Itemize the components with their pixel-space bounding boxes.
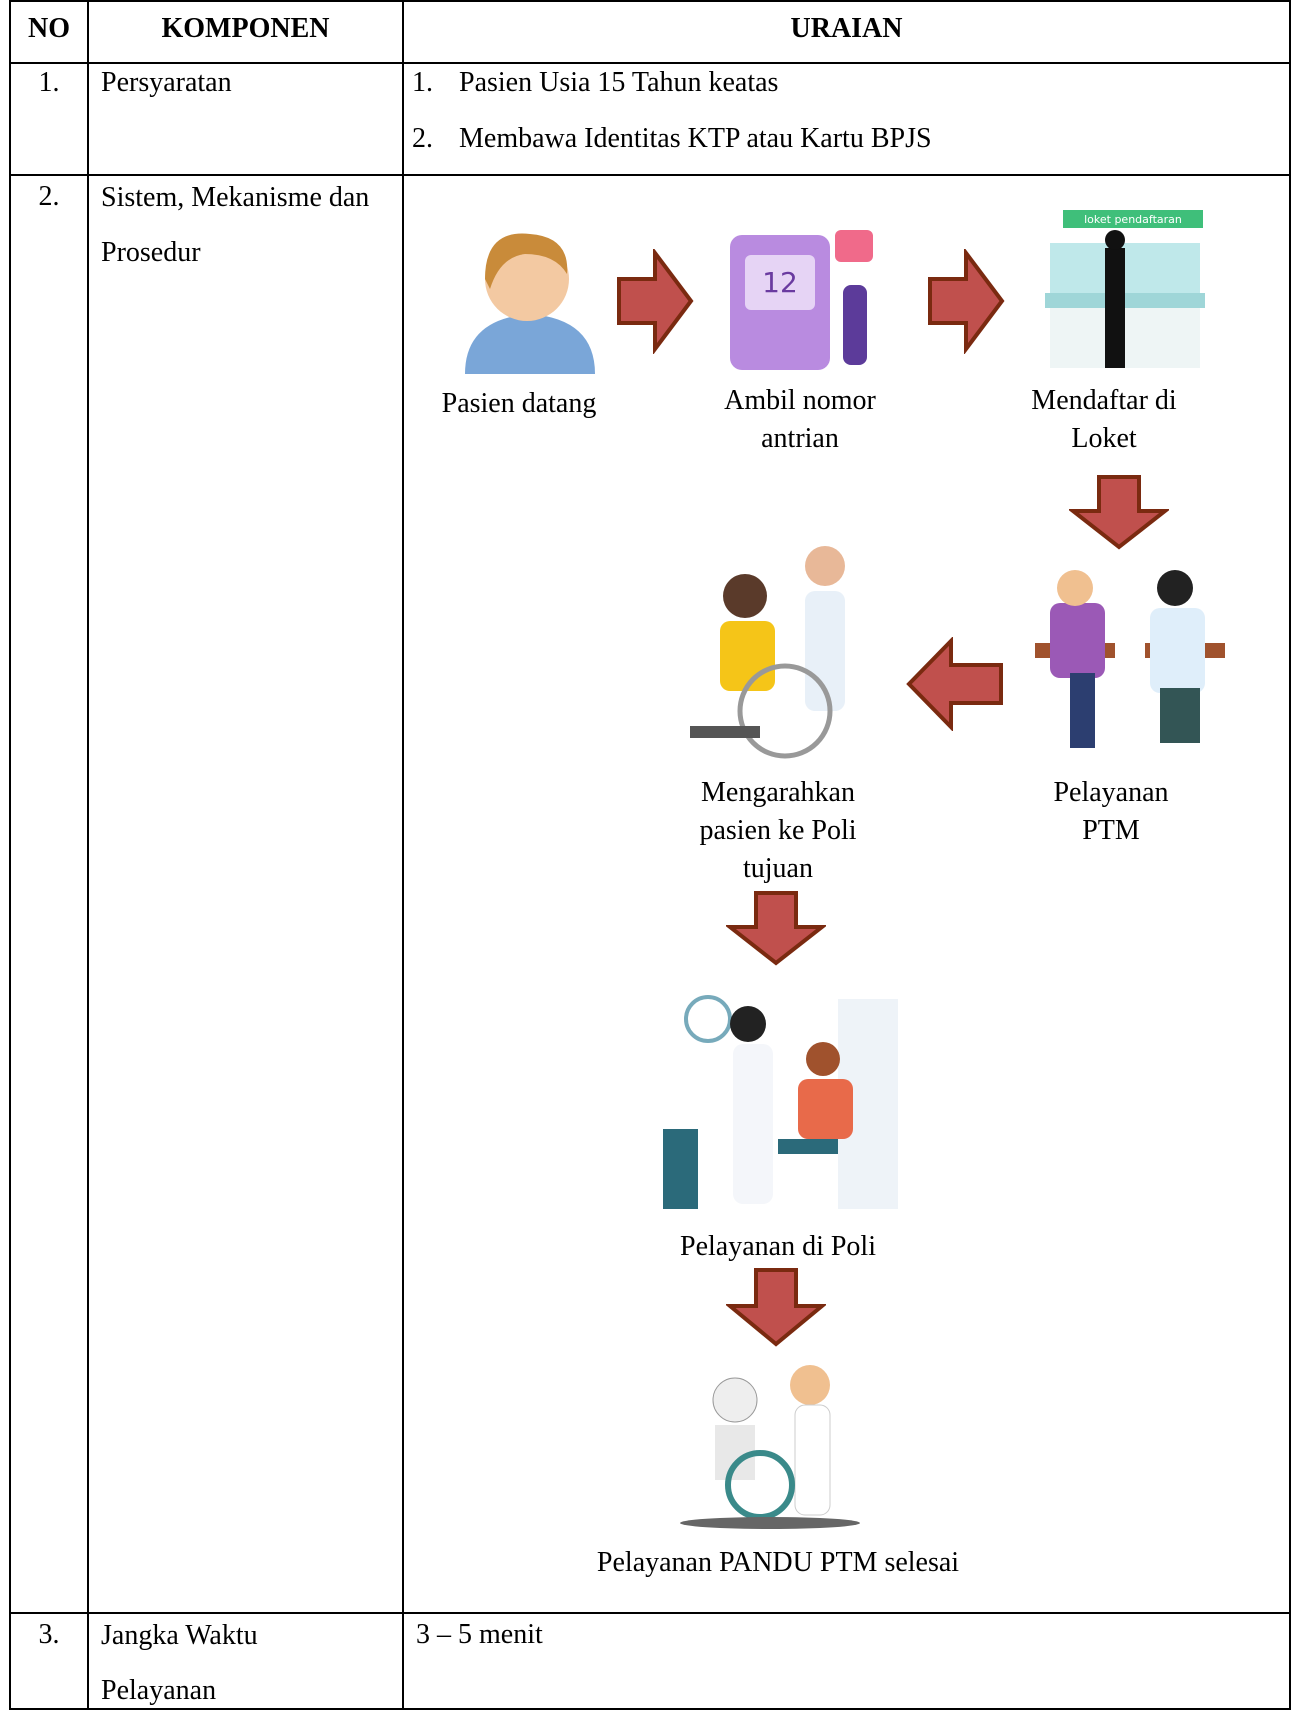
poli-service-icon: [663, 995, 898, 1209]
border: [9, 62, 1291, 64]
row-number: 1.: [38, 67, 60, 98]
ptm-service-icon: [1035, 570, 1225, 748]
arrow: [726, 1268, 826, 1347]
row-number: 3.: [38, 1619, 60, 1650]
border: [9, 0, 1291, 2]
svg-text:12: 12: [762, 266, 798, 299]
finish-icon: [680, 1365, 860, 1529]
border: [402, 0, 404, 1710]
border: [9, 1708, 1291, 1710]
arrow: [928, 249, 1005, 354]
step-label: Pelayanan PTM: [1053, 777, 1169, 846]
step-label: Pelayanan PANDU PTM selesai: [596, 1547, 960, 1578]
step-label: Ambil nomor antrian: [724, 385, 876, 454]
component: Persyaratan: [101, 67, 232, 98]
arrow: [726, 891, 826, 966]
border: [1289, 0, 1291, 1710]
registration-icon: loket pendaftaran: [1045, 210, 1205, 368]
header-cell: URAIAN: [790, 13, 903, 44]
arrow: [906, 637, 1003, 731]
patient-icon: [465, 233, 595, 374]
item-number: 1.: [412, 67, 433, 98]
row-number: 2.: [38, 181, 60, 212]
step-label: Pelayanan di Poli: [680, 1231, 876, 1262]
item-text: Membawa Identitas KTP atau Kartu BPJS: [459, 123, 932, 154]
border: [9, 174, 1291, 176]
border: [9, 0, 11, 1710]
step-label: Mengarahkan pasien ke Poli tujuan: [699, 777, 857, 884]
border: [87, 0, 89, 1710]
arrow: [1069, 475, 1169, 550]
arrow: [617, 249, 694, 354]
sign-text: loket pendaftaran: [1084, 213, 1182, 226]
component: Jangka Waktu Pelayanan: [101, 1620, 258, 1706]
queue-icon: 12: [730, 230, 873, 370]
item-number: 2.: [412, 123, 433, 154]
item-text: Pasien Usia 15 Tahun keatas: [459, 67, 779, 98]
step-label: Pasien datang: [441, 388, 597, 419]
header-cell: NO: [28, 13, 70, 44]
step-label: Mendaftar di Loket: [1031, 385, 1177, 454]
component: Sistem, Mekanisme dan Prosedur: [101, 182, 370, 268]
guide-icon: [690, 546, 845, 759]
border: [9, 1612, 1291, 1614]
duration: 3 – 5 menit: [416, 1619, 543, 1650]
header-cell: KOMPONEN: [161, 13, 330, 44]
